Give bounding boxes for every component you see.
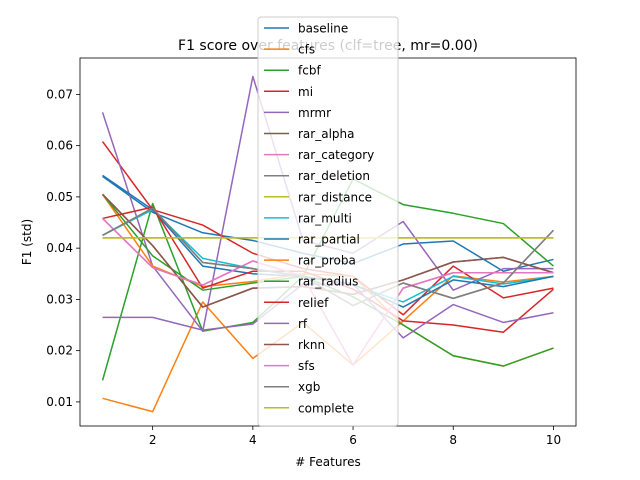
legend-label-rar-radius: rar_radius xyxy=(298,275,358,289)
legend-label-complete: complete xyxy=(298,401,354,415)
y-tick-label: 0.03 xyxy=(46,292,73,306)
y-tick-label: 0.04 xyxy=(46,241,73,255)
legend-label-rar-category: rar_category xyxy=(298,148,374,162)
x-tick-label: 10 xyxy=(546,433,561,447)
legend-label-xgb: xgb xyxy=(298,380,320,394)
y-axis: 0.01 0.02 0.03 0.04 0.05 0.06 0.07 xyxy=(46,87,80,409)
legend-label-fcbf: fcbf xyxy=(298,64,321,78)
x-tick-label: 6 xyxy=(349,433,357,447)
legend-label-rar-proba: rar_proba xyxy=(298,254,356,268)
y-tick-label: 0.06 xyxy=(46,139,73,153)
legend: baseline cfs fcbf mi mrmr rar_alpha rar_catego… xyxy=(257,16,399,427)
x-tick-label: 2 xyxy=(149,433,157,447)
legend-label-mrmr: mrmr xyxy=(298,106,331,120)
x-tick-label: 4 xyxy=(249,433,257,447)
x-axis: 2 4 6 8 10 xyxy=(149,426,561,447)
legend-label-baseline: baseline xyxy=(298,22,348,36)
y-axis-label: F1 (std) xyxy=(20,219,34,265)
legend-label-sfs: sfs xyxy=(298,359,315,373)
x-tick-label: 8 xyxy=(449,433,457,447)
legend-label-rar-deletion: rar_deletion xyxy=(298,169,370,183)
legend-label-rar-alpha: rar_alpha xyxy=(298,127,354,141)
legend-label-cfs: cfs xyxy=(298,43,315,57)
y-tick-label: 0.02 xyxy=(46,344,73,358)
legend-label-rar-partial: rar_partial xyxy=(298,233,360,247)
legend-label-mi: mi xyxy=(298,85,313,99)
legend-label-rf: rf xyxy=(298,317,308,331)
y-tick-label: 0.01 xyxy=(46,395,73,409)
x-axis-label: # Features xyxy=(295,455,360,469)
y-tick-label: 0.05 xyxy=(46,190,73,204)
legend-label-rknn: rknn xyxy=(298,338,325,352)
y-tick-label: 0.07 xyxy=(46,87,73,101)
legend-label-relief: relief xyxy=(298,296,329,310)
legend-label-rar-distance: rar_distance xyxy=(298,190,372,204)
legend-box xyxy=(257,16,399,427)
legend-label-rar-multi: rar_multi xyxy=(298,211,352,225)
